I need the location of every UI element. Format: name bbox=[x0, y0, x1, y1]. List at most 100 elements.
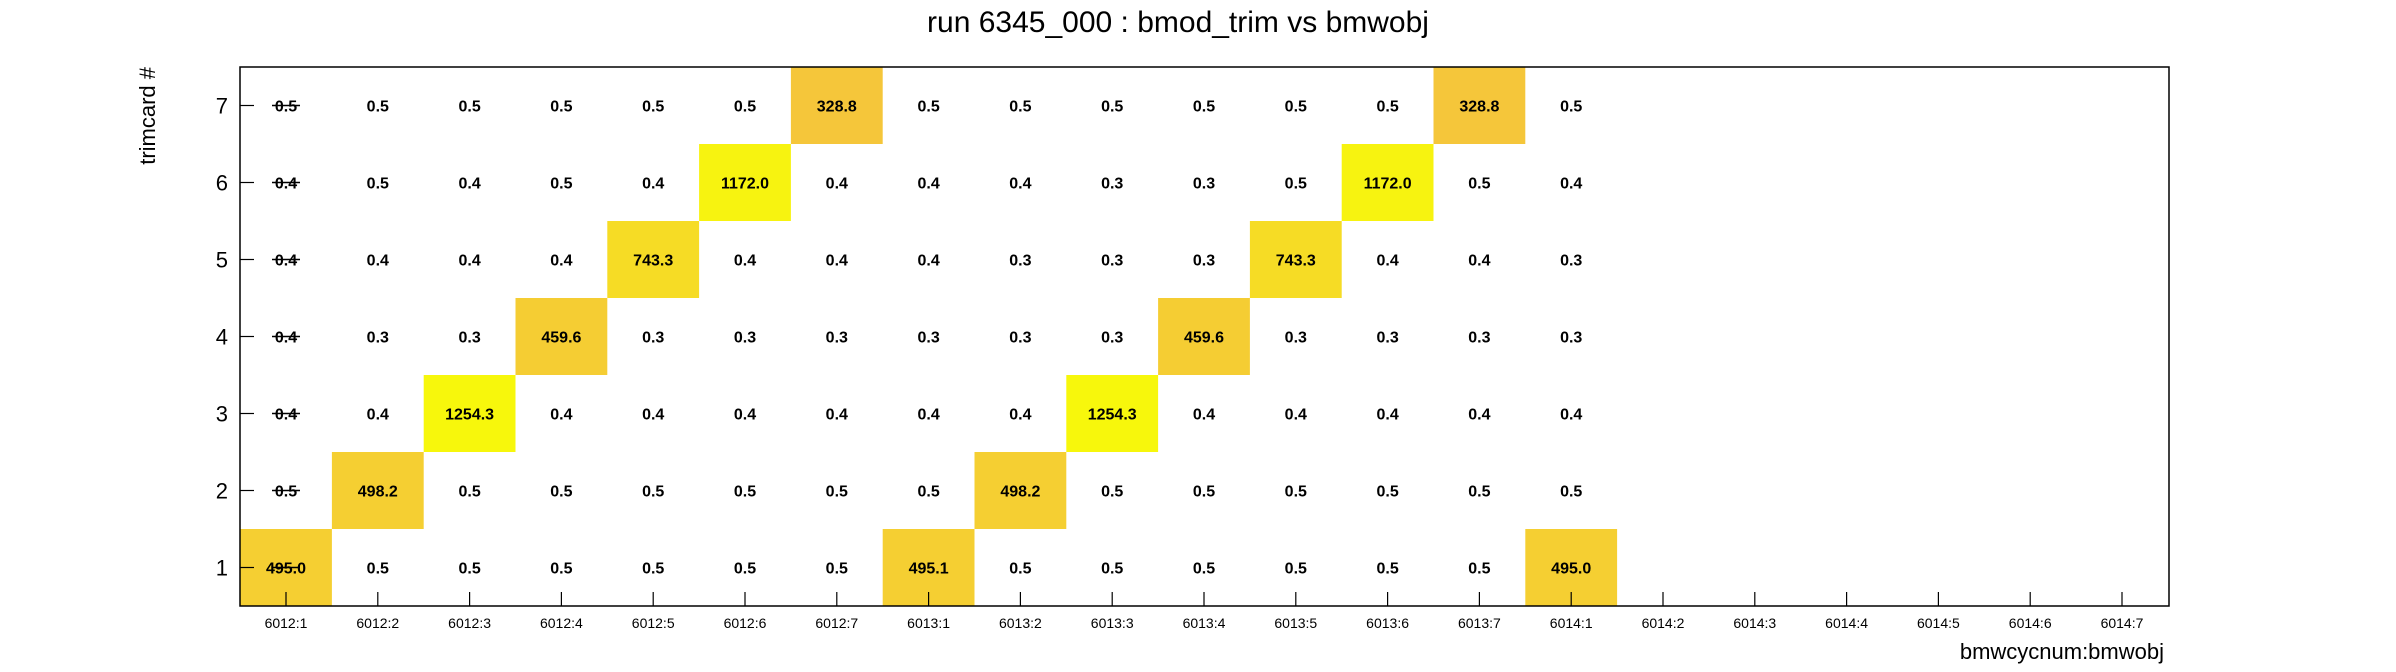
y-tick-label: 1 bbox=[216, 556, 228, 581]
heatmap-cell bbox=[699, 144, 791, 221]
cell-value-label: 0.4 bbox=[458, 253, 480, 270]
cell-value-label: 0.5 bbox=[1101, 99, 1123, 116]
cell-value-label: 0.5 bbox=[458, 561, 480, 578]
cell-value-label: 0.5 bbox=[642, 484, 664, 501]
cell-value-label: 0.3 bbox=[1101, 176, 1123, 193]
cell-value-label: 0.3 bbox=[1376, 330, 1398, 347]
cell-value-label: 495.1 bbox=[909, 561, 949, 578]
cell-value-label: 0.4 bbox=[275, 330, 297, 347]
cell-value-label: 743.3 bbox=[1276, 253, 1316, 270]
cell-value-label: 0.3 bbox=[917, 330, 939, 347]
cell-value-label: 0.5 bbox=[1468, 561, 1490, 578]
x-tick-label: 6013:7 bbox=[1458, 615, 1501, 631]
cell-value-label: 0.3 bbox=[642, 330, 664, 347]
x-tick-label: 6012:2 bbox=[356, 615, 399, 631]
x-tick-label: 6014:3 bbox=[1733, 615, 1776, 631]
cell-value-label: 0.5 bbox=[1285, 484, 1307, 501]
x-tick-label: 6014:2 bbox=[1642, 615, 1685, 631]
cell-value-label: 0.5 bbox=[1101, 561, 1123, 578]
cell-value-label: 0.4 bbox=[1193, 407, 1215, 424]
cell-value-label: 0.5 bbox=[1009, 99, 1031, 116]
y-axis-ticks: 1 2 3 4 5 6 7 bbox=[216, 94, 254, 581]
cell-value-label: 0.5 bbox=[1376, 99, 1398, 116]
cell-value-label: 495.0 bbox=[1551, 561, 1591, 578]
cell-value-label: 0.5 bbox=[642, 99, 664, 116]
y-axis-label: trimcard # bbox=[135, 66, 160, 165]
cell-value-label: 0.4 bbox=[734, 407, 756, 424]
cell-value-label: 0.5 bbox=[458, 484, 480, 501]
cell-value-label: 0.5 bbox=[734, 99, 756, 116]
x-tick-label: 6013:5 bbox=[1274, 615, 1317, 631]
cell-value-label: 0.4 bbox=[1468, 253, 1490, 270]
cell-value-label: 0.4 bbox=[826, 407, 848, 424]
y-tick-label: 4 bbox=[216, 325, 228, 350]
cell-value-label: 0.4 bbox=[1468, 407, 1490, 424]
x-tick-label: 6013:3 bbox=[1091, 615, 1134, 631]
cell-value-label: 0.4 bbox=[275, 407, 297, 424]
cell-value-label: 0.3 bbox=[1101, 330, 1123, 347]
cell-value-label: 498.2 bbox=[358, 484, 398, 501]
cell-value-label: 0.3 bbox=[458, 330, 480, 347]
y-tick-label: 7 bbox=[216, 94, 228, 119]
cell-value-label: 0.5 bbox=[1193, 561, 1215, 578]
cell-value-label: 0.5 bbox=[550, 484, 572, 501]
x-tick-label: 6012:7 bbox=[815, 615, 858, 631]
cell-value-label: 0.4 bbox=[642, 176, 664, 193]
cell-value-label: 328.8 bbox=[1459, 99, 1499, 116]
cell-value-label: 0.5 bbox=[1468, 484, 1490, 501]
cell-value-label: 0.4 bbox=[275, 253, 297, 270]
heatmap-cell bbox=[1066, 375, 1159, 452]
x-tick-label: 6012:3 bbox=[448, 615, 491, 631]
heatmap-cell bbox=[1158, 298, 1250, 375]
cell-value-label: 0.4 bbox=[550, 253, 572, 270]
heatmap-cell bbox=[607, 221, 700, 298]
cell-value-label: 0.5 bbox=[917, 99, 939, 116]
heatmap-cell bbox=[974, 452, 1067, 529]
cell-value-label: 0.5 bbox=[1560, 484, 1582, 501]
x-tick-label: 6012:5 bbox=[632, 615, 675, 631]
cell-value-label: 0.4 bbox=[917, 176, 939, 193]
cell-value-label: 0.5 bbox=[826, 484, 848, 501]
heatmap-cell bbox=[515, 298, 608, 375]
cell-value-label: 0.5 bbox=[826, 561, 848, 578]
x-axis-ticks: 6012:1 6012:2 6012:3 6012:4 6012:5 6012:6 6012… bbox=[265, 592, 2144, 631]
x-tick-label: 6014:7 bbox=[2101, 615, 2144, 631]
x-tick-label: 6013:4 bbox=[1183, 615, 1226, 631]
cell-value-label: 0.5 bbox=[1193, 99, 1215, 116]
cell-value-label: 0.4 bbox=[1009, 407, 1031, 424]
cell-value-label: 0.5 bbox=[367, 561, 389, 578]
cell-value-label: 0.3 bbox=[1009, 253, 1031, 270]
cell-value-label: 0.4 bbox=[1376, 407, 1398, 424]
cell-value-label: 0.5 bbox=[550, 561, 572, 578]
x-tick-label: 6014:1 bbox=[1550, 615, 1593, 631]
cell-value-label: 0.4 bbox=[1009, 176, 1031, 193]
cell-value-label: 0.4 bbox=[826, 253, 848, 270]
cell-value-label: 0.3 bbox=[367, 330, 389, 347]
y-tick-label: 2 bbox=[216, 479, 228, 504]
x-tick-label: 6012:6 bbox=[724, 615, 767, 631]
chart-title: run 6345_000 : bmod_trim vs bmwobj bbox=[927, 6, 1429, 39]
cell-value-label: 1172.0 bbox=[721, 176, 769, 193]
cell-value-label: 0.5 bbox=[917, 484, 939, 501]
cell-value-label: 0.5 bbox=[1009, 561, 1031, 578]
x-tick-label: 6013:1 bbox=[907, 615, 950, 631]
cell-value-label: 0.3 bbox=[1285, 330, 1307, 347]
cell-value-label: 1172.0 bbox=[1364, 176, 1412, 193]
y-tick-label: 3 bbox=[216, 402, 228, 427]
cell-value-label: 0.5 bbox=[1285, 99, 1307, 116]
cell-value-label: 498.2 bbox=[1000, 484, 1040, 501]
cell-value-label: 0.4 bbox=[275, 176, 297, 193]
cell-value-label: 0.5 bbox=[734, 484, 756, 501]
cell-value-label: 743.3 bbox=[633, 253, 673, 270]
cell-value-label: 0.5 bbox=[642, 561, 664, 578]
heatmap-cell bbox=[1433, 67, 1526, 144]
cell-value-label: 0.4 bbox=[1376, 253, 1398, 270]
cell-value-label: 0.5 bbox=[367, 176, 389, 193]
cell-value-label: 328.8 bbox=[817, 99, 857, 116]
cell-value-label: 1254.3 bbox=[1088, 407, 1137, 424]
cell-value-label: 0.5 bbox=[275, 484, 297, 501]
cell-value-label: 0.4 bbox=[367, 407, 389, 424]
cell-value-label: 0.3 bbox=[1193, 176, 1215, 193]
heatmap-cell bbox=[1341, 144, 1434, 221]
cell-value-label: 0.5 bbox=[1560, 99, 1582, 116]
